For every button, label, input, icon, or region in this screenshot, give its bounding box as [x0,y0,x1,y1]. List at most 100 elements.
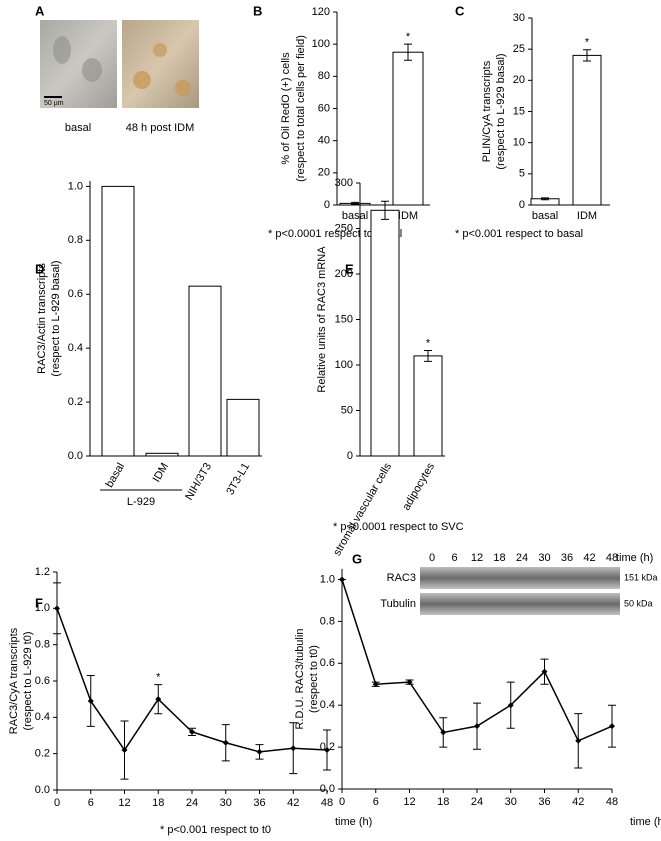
x-tick-label: 12 [118,797,130,809]
lane-label: 24 [516,552,528,564]
data-point [339,576,345,583]
micrograph [122,20,199,108]
lane-label: 6 [451,552,457,564]
x-tick-label: 3T3-L1 [224,461,252,497]
cell [53,36,71,64]
y-tick-label: 80 [318,70,330,82]
x-tick-label: basal [532,210,558,222]
y-axis-label: (respect to L-929 t0) [22,631,34,730]
x-tick-label: 6 [88,797,94,809]
annotation: * [426,337,431,349]
panel-letter: B [253,3,262,18]
data-point [372,681,379,688]
y-axis-label: Relative units of RAC3 mRNA [316,246,328,393]
x-tick-label: 42 [287,797,299,809]
y-tick-label: 60 [318,102,330,114]
x-axis-label: time (h) [630,816,661,828]
bar [392,51,424,206]
data-point [54,605,60,612]
x-tick-label: 30 [505,796,517,808]
cell [133,71,151,89]
x-tick-label: 0 [54,797,60,809]
panel-letter: E [345,261,354,276]
cell [153,43,167,57]
lane-label: 42 [583,552,595,564]
error-bar [424,349,432,362]
x-tick-label: 48 [321,797,333,809]
blot-time-label: time (h) [616,552,653,564]
blot-row-size: 151 kDa [624,572,658,582]
data-point [541,668,548,675]
x-tick-label: IDM [398,210,418,222]
bar [226,398,260,457]
x-tick-label: 48 [606,796,618,808]
blot-row-name: Tubulin [380,598,416,610]
panel-letter: F [35,595,43,610]
y-axis-label: PLIN/CyA transcripts [481,60,493,162]
y-tick-label: 0 [347,450,353,462]
x-tick-label: 18 [152,797,164,809]
cell [82,58,102,82]
bar [145,452,179,457]
y-tick-label: 1.0 [35,602,50,614]
data-point [256,748,263,755]
y-tick-label: 0.8 [68,234,83,246]
y-axis-label: (respect to t0) [308,645,320,713]
y-tick-label: 0.6 [35,675,50,687]
y-axis-label: RAC3/CyA transcripts [8,627,20,734]
footnote: * p<0.0001 respect to SVC [333,521,464,533]
x-tick-label: 24 [186,797,198,809]
y-tick-label: 0 [324,199,330,211]
y-axis-label: (respect to L-929 basal) [50,260,62,376]
y-tick-label: 15 [513,105,525,117]
lane-label: 30 [538,552,550,564]
y-tick-label: 0.4 [320,699,335,711]
data-point [406,679,413,686]
x-tick-label: 18 [437,796,449,808]
data-point [87,697,94,704]
panel-letter: C [455,3,465,18]
data-point [189,728,195,735]
data-point [507,702,514,709]
y-tick-label: 300 [335,177,353,189]
y-tick-label: 250 [335,222,353,234]
y-tick-label: 1.0 [68,180,83,192]
data-point [222,739,229,746]
y-tick-label: 150 [335,313,353,325]
x-tick-label: 30 [220,797,232,809]
x-tick-label: 12 [403,796,415,808]
micrograph [40,20,117,108]
error-bar [381,200,389,220]
y-tick-label: 1.2 [35,566,50,578]
x-tick-label: stromal vascular cells [331,461,394,558]
data-point [121,747,128,754]
blot-row-size: 50 kDa [624,598,653,608]
annotation: * [156,672,161,684]
lane-label: 12 [471,552,483,564]
y-tick-label: 0.2 [35,748,50,760]
lane-label: 18 [493,552,505,564]
bar [188,285,222,457]
y-tick-label: 50 [341,404,353,416]
y-tick-label: 0.6 [320,657,335,669]
panel-letter: G [352,551,362,566]
data-point [474,723,480,730]
y-tick-label: 0.0 [68,450,83,462]
x-axis-label: time (h) [335,816,372,828]
y-tick-label: 0.2 [320,741,335,753]
y-tick-label: 1.0 [320,573,335,585]
error-bar [404,43,412,61]
bar [101,185,135,457]
x-tick-label: adipocytes [400,461,437,513]
y-tick-label: 100 [335,359,353,371]
y-tick-label: 0 [519,199,525,211]
data-point [609,723,615,730]
blot-band [420,593,620,615]
panel-letter: D [35,261,44,276]
y-tick-label: 20 [513,74,525,86]
data-point [290,745,297,752]
bar [572,54,602,206]
x-tick-label: NIH/3T3 [183,461,214,502]
lane-label: 48 [606,552,618,564]
